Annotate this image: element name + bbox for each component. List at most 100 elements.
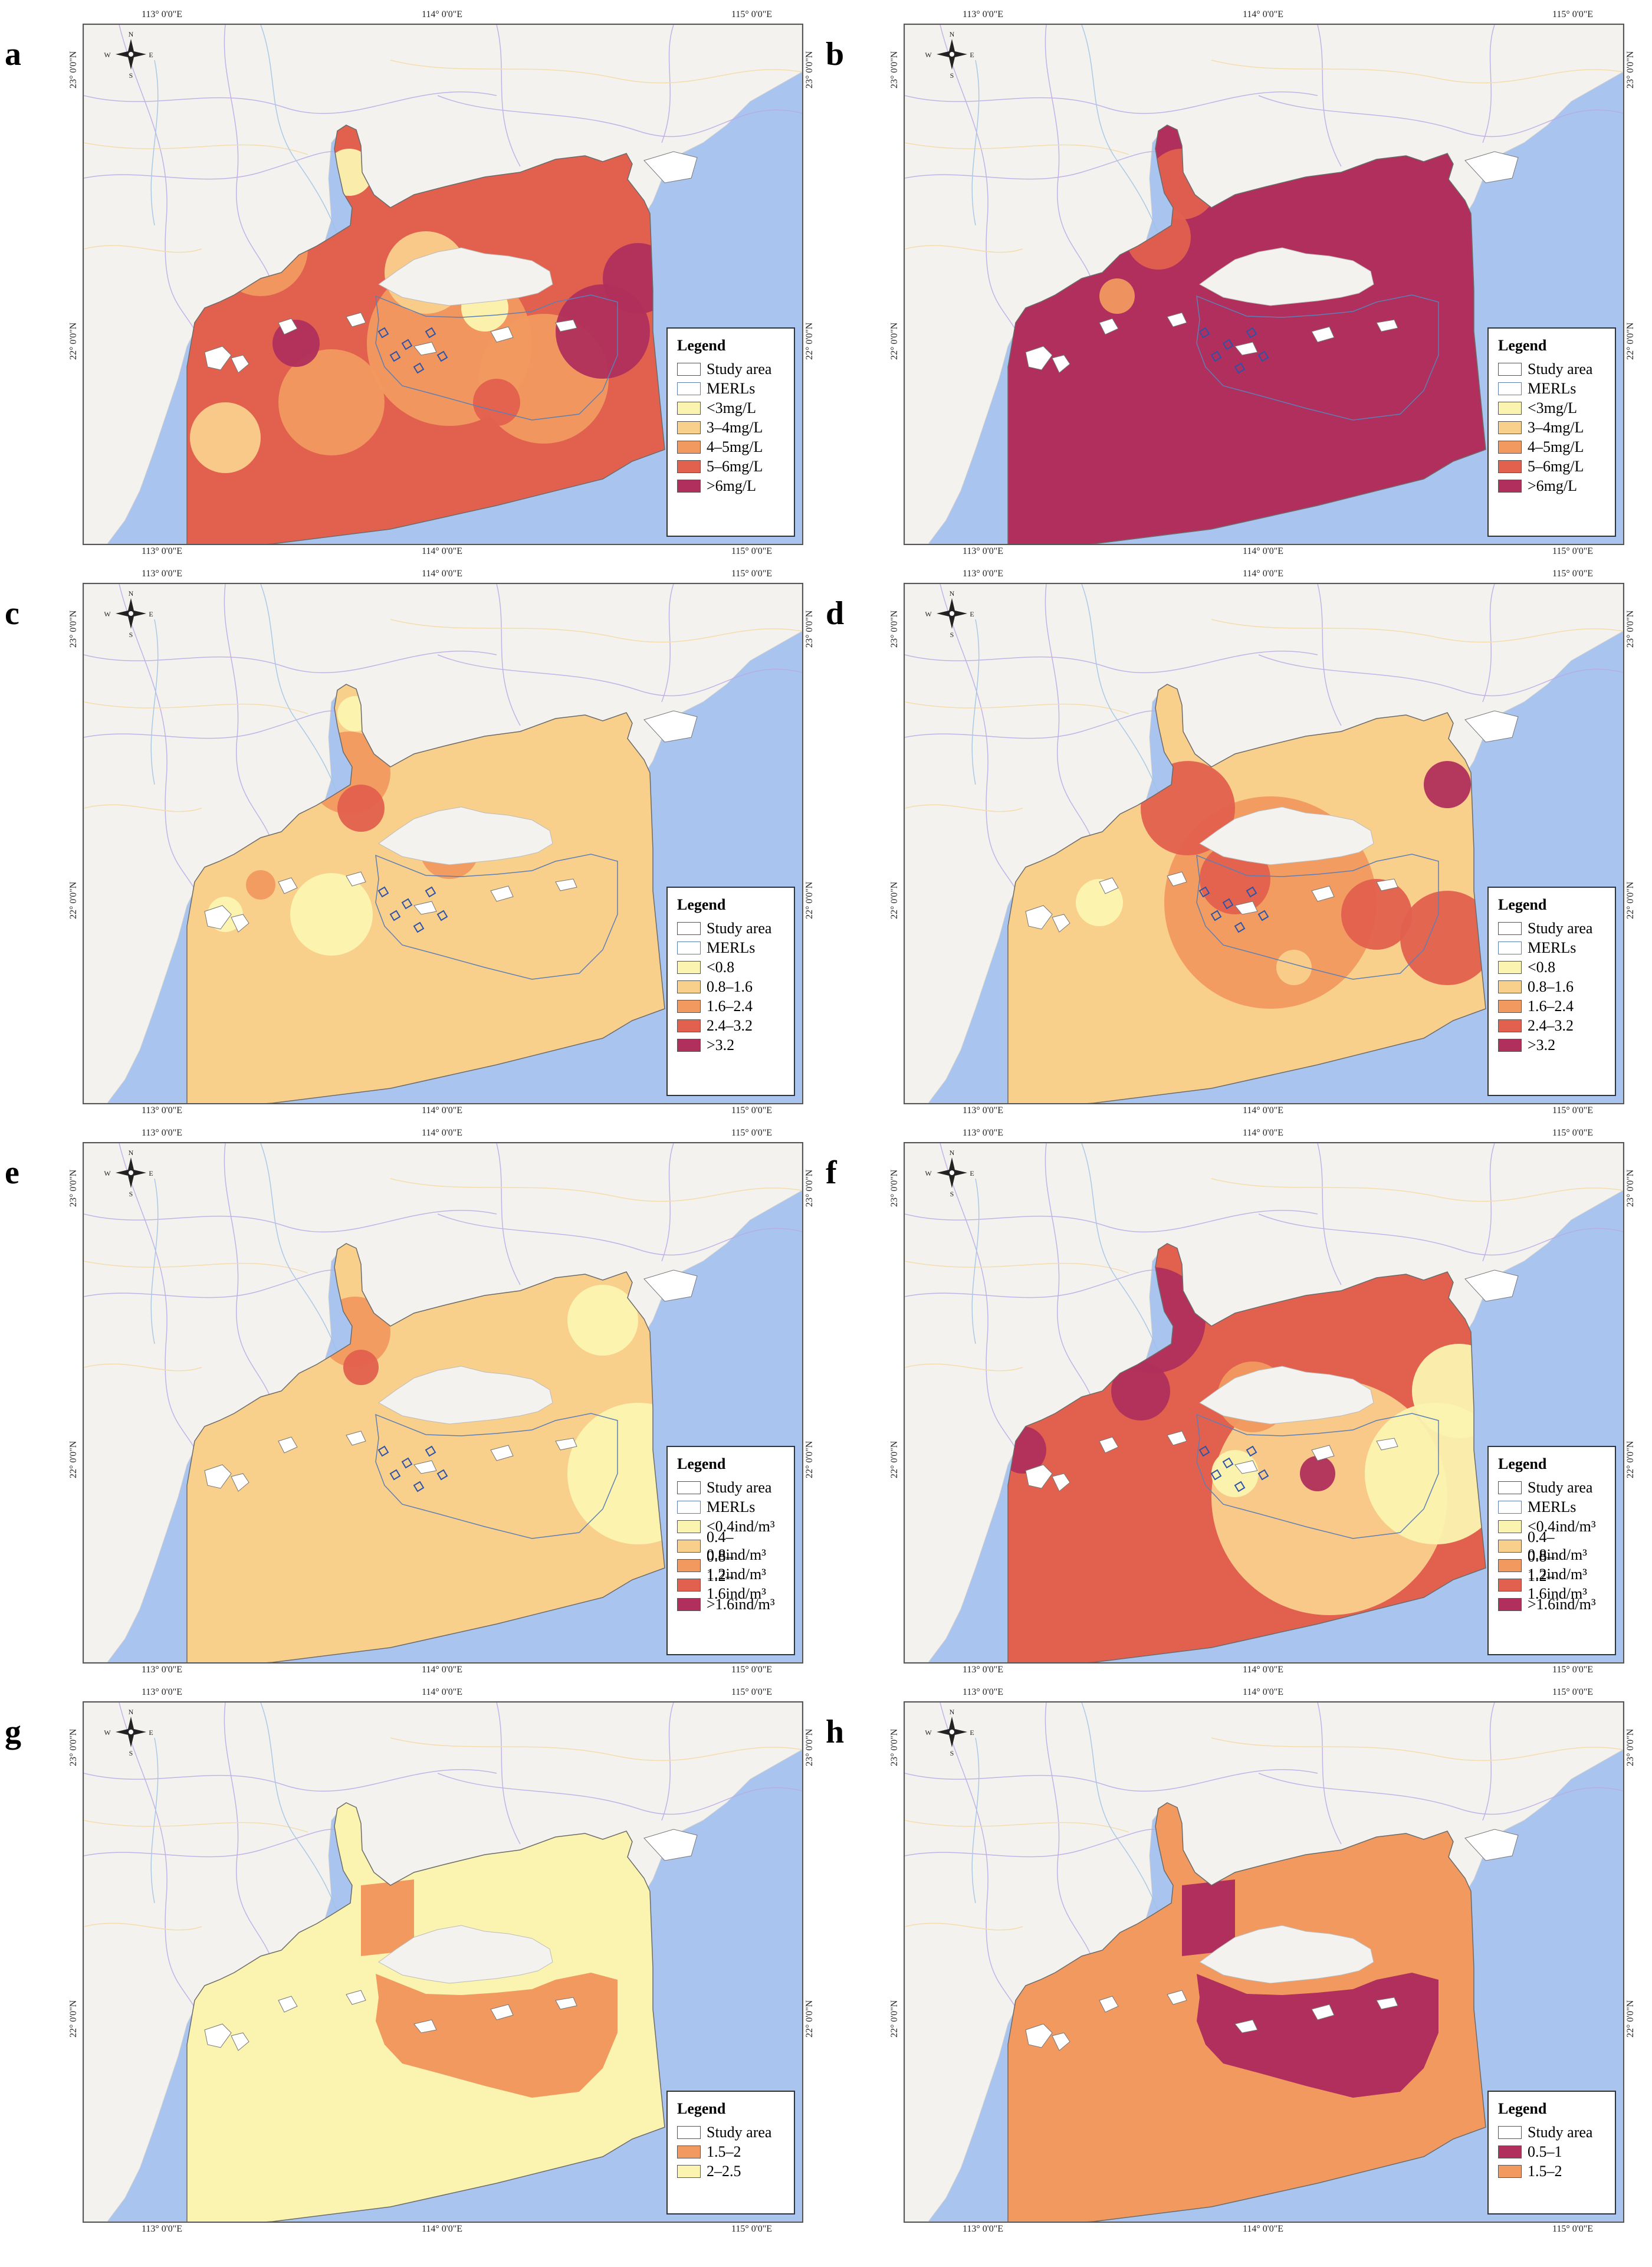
lat-label: 23° 0'0"N — [1625, 610, 1635, 648]
legend-swatch — [1498, 401, 1522, 415]
lon-label: 113° 0'0"E — [142, 2224, 182, 2234]
study-area-outline — [1007, 124, 1486, 544]
legend-item: 1.6–2.4 — [677, 996, 784, 1016]
legend-swatch — [1498, 1500, 1522, 1514]
legend-e: Legend Study area MERLs <0.4ind/m³ 0.4–0.8in… — [666, 1446, 795, 1655]
lon-label: 115° 0'0"E — [731, 1105, 772, 1116]
legend-swatch — [677, 1038, 701, 1052]
lon-label: 115° 0'0"E — [1552, 546, 1593, 556]
lon-label: 113° 0'0"E — [963, 546, 1003, 556]
legend-item: 1.2–1.6ind/m³ — [677, 1567, 784, 1602]
lon-label: 113° 0'0"E — [142, 9, 182, 19]
legend-title: Legend — [1498, 1455, 1547, 1472]
lon-label: 113° 0'0"E — [142, 1687, 182, 1697]
legend-label: 3–4mg/L — [707, 418, 763, 436]
hong-kong-land — [1199, 806, 1374, 865]
lon-label: 114° 0'0"E — [1243, 1687, 1283, 1697]
legend-swatch — [677, 1520, 701, 1533]
legend-f: Legend Study area MERLs <0.4ind/m³ 0.4–0.8in… — [1487, 1446, 1616, 1655]
lon-label: 115° 0'0"E — [1552, 2224, 1593, 2234]
legend-label: 1.2–1.6ind/m³ — [1528, 1567, 1587, 1602]
lat-label: 22° 0'0"N — [68, 1441, 78, 1478]
legend-swatch — [1498, 382, 1522, 395]
legend-swatch — [677, 1559, 701, 1572]
legend-swatch — [677, 941, 701, 954]
lon-label: 115° 0'0"E — [1552, 9, 1593, 19]
map-panel-a: N S E W — [83, 24, 803, 545]
svg-text:W: W — [104, 1728, 111, 1737]
lon-label: 114° 0'0"E — [422, 1665, 462, 1675]
svg-text:S: S — [950, 71, 954, 80]
legend-label: Study area — [707, 919, 772, 937]
compass-icon: N S E W — [104, 1149, 153, 1198]
legend-item: 1.5–2 — [677, 2142, 784, 2161]
legend-swatch — [1498, 460, 1522, 473]
legend-swatch — [1498, 362, 1522, 376]
legend-label: >1.6ind/m³ — [1528, 1595, 1596, 1613]
lon-label: 113° 0'0"E — [963, 1128, 1003, 1138]
merls-parcels — [1198, 886, 1269, 933]
legend-label: 1.2–1.6ind/m³ — [707, 1567, 766, 1602]
lon-label: 114° 0'0"E — [1243, 2224, 1283, 2234]
legend-item: Study area — [1498, 1478, 1605, 1497]
lon-label: 113° 0'0"E — [142, 546, 182, 556]
legend-item: >3.2 — [677, 1035, 784, 1055]
legend-label: 0.8–1.2ind/m³ — [707, 1547, 766, 1583]
legend-label: 0.8–1.6 — [707, 977, 753, 995]
hong-kong-land — [1199, 247, 1374, 306]
legend-label: MERLs — [707, 939, 756, 956]
map-panel-h: N S E W — [904, 1701, 1624, 2223]
legend-label: >1.6ind/m³ — [707, 1595, 775, 1613]
merls-parcels — [1198, 1445, 1269, 1492]
lat-label: 23° 0'0"N — [889, 1169, 899, 1207]
legend-item: MERLs — [1498, 1497, 1605, 1517]
legend-label: MERLs — [707, 1498, 756, 1515]
legend-label: 3–4mg/L — [1528, 418, 1584, 436]
lon-label: 113° 0'0"E — [963, 1687, 1003, 1697]
legend-b: Legend Study area MERLs <3mg/L 3–4mg/L 4–5mg/… — [1487, 327, 1616, 537]
svg-text:S: S — [129, 1190, 133, 1198]
legend-item: >6mg/L — [677, 476, 784, 496]
merls-parcels — [377, 886, 448, 933]
lon-label: 115° 0'0"E — [1552, 569, 1593, 579]
lat-label: 23° 0'0"N — [804, 51, 814, 88]
legend-item: 0.8–1.6 — [1498, 977, 1605, 996]
legend-item: <3mg/L — [1498, 398, 1605, 418]
legend-swatch — [1498, 421, 1522, 434]
lat-label: 22° 0'0"N — [889, 1441, 899, 1478]
legend-label: >3.2 — [1528, 1036, 1556, 1054]
svg-text:S: S — [129, 631, 133, 639]
merls-outline — [1196, 854, 1439, 980]
legend-item: Study area — [677, 2122, 784, 2142]
map-panel-d: N S E W — [904, 583, 1624, 1104]
legend-swatch — [1498, 479, 1522, 493]
legend-item: 1.5–2 — [1498, 2161, 1605, 2181]
legend-swatch — [677, 1578, 701, 1592]
svg-text:E: E — [970, 610, 974, 618]
svg-text:N: N — [129, 1708, 134, 1716]
lon-label: 115° 0'0"E — [1552, 1665, 1593, 1675]
legend-label: 4–5mg/L — [1528, 438, 1584, 455]
svg-text:E: E — [149, 1169, 153, 1177]
legend-label: 2–2.5 — [707, 2162, 741, 2180]
legend-label: MERLs — [1528, 379, 1577, 397]
hong-kong-land — [1199, 1925, 1374, 1984]
hong-kong-land — [378, 1925, 553, 1984]
lon-label: 114° 0'0"E — [1243, 546, 1283, 556]
legend-label: Study area — [1528, 360, 1593, 378]
svg-text:E: E — [970, 51, 974, 59]
study-area-outline — [186, 684, 665, 1103]
legend-swatch — [677, 980, 701, 993]
lon-label: 114° 0'0"E — [1243, 569, 1283, 579]
legend-swatch — [677, 1539, 701, 1553]
legend-swatch — [1498, 1520, 1522, 1533]
legend-swatch — [677, 1597, 701, 1611]
svg-text:E: E — [970, 1169, 974, 1177]
legend-swatch — [677, 999, 701, 1013]
legend-label: 5–6mg/L — [1528, 457, 1584, 475]
lon-label: 113° 0'0"E — [963, 9, 1003, 19]
merls-outline — [375, 294, 618, 421]
legend-swatch — [677, 460, 701, 473]
legend-item: <3mg/L — [677, 398, 784, 418]
svg-text:W: W — [925, 1169, 932, 1177]
